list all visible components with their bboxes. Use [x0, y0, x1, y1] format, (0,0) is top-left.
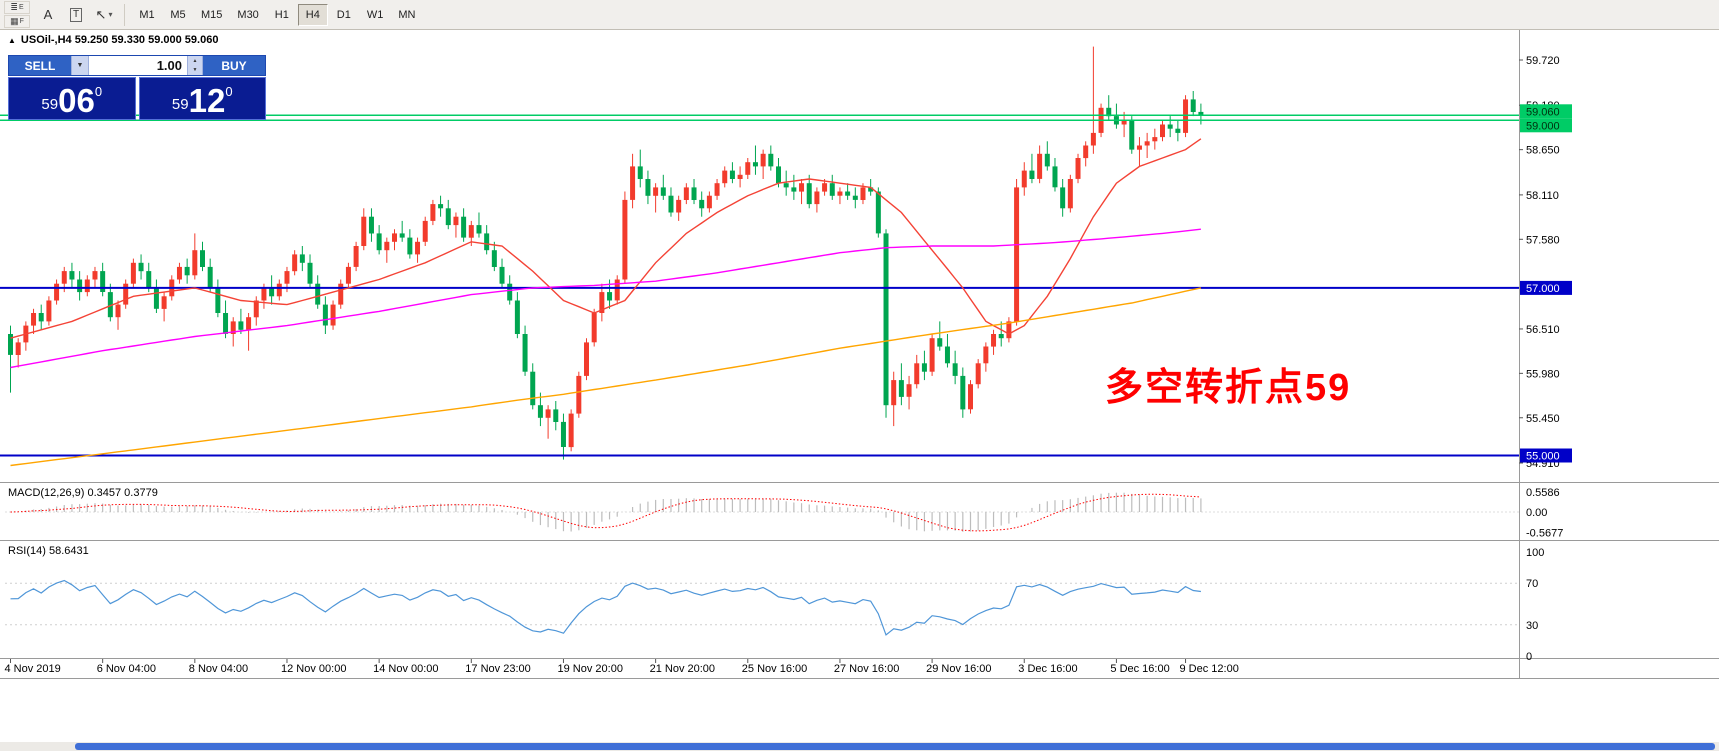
svg-text:59.000: 59.000	[1526, 120, 1560, 132]
svg-text:57.580: 57.580	[1526, 234, 1560, 246]
textbox-tool-button[interactable]: T	[63, 3, 89, 27]
chevron-down-icon: ▾	[108, 10, 113, 19]
chart-annotation: 多空转折点59	[1105, 367, 1352, 409]
timeframe-button-W1[interactable]: W1	[360, 4, 391, 26]
svg-text:55.980: 55.980	[1526, 368, 1560, 380]
timeframe-button-M1[interactable]: M1	[132, 4, 162, 26]
symbol-ohlc-text: USOil-,H4 59.250 59.330 59.000 59.060	[20, 34, 219, 46]
svg-text:25 Nov 16:00: 25 Nov 16:00	[742, 663, 807, 675]
volume-spinner-up[interactable]: ▲	[188, 56, 202, 66]
price-display-row: 59 06 0 59 12 0	[8, 77, 266, 120]
svg-text:58.650: 58.650	[1526, 145, 1560, 157]
timeframe-group: M1 M5 M15 M30 H1 H4 D1 W1 MN	[132, 3, 422, 26]
toolbar-stacked-tools: ≣ E ▦ F	[4, 1, 30, 28]
svg-text:27 Nov 16:00: 27 Nov 16:00	[834, 663, 899, 675]
svg-text:6 Nov 04:00: 6 Nov 04:00	[97, 663, 156, 675]
line-studies-button[interactable]: ▦ F	[4, 15, 30, 28]
arrow-tool-icon: ↖	[95, 6, 107, 22]
price-axis: 59.72059.18058.65058.11057.58056.51055.9…	[1519, 55, 1572, 470]
time-axis: 4 Nov 2019 6 Nov 04:00 8 Nov 04:00 12 Nov 0…	[5, 659, 1239, 675]
macd-panel: 0.5586 0.00 -0.5677	[5, 487, 1563, 539]
svg-text:8 Nov 04:00: 8 Nov 04:00	[189, 663, 248, 675]
svg-text:55.000: 55.000	[1526, 451, 1560, 463]
svg-text:17 Nov 23:00: 17 Nov 23:00	[465, 663, 530, 675]
svg-text:30: 30	[1526, 620, 1538, 632]
chevron-up-icon: ▲	[192, 57, 198, 64]
timeframe-button-H4[interactable]: H4	[297, 3, 328, 26]
svg-text:58.110: 58.110	[1526, 190, 1559, 202]
macd-label: MACD(12,26,9) 0.3457 0.3779	[8, 487, 158, 499]
svg-text:5 Dec 16:00: 5 Dec 16:00	[1110, 663, 1169, 675]
svg-text:70: 70	[1526, 578, 1538, 590]
volume-input[interactable]	[89, 56, 187, 75]
ma-line-mid-magenta	[10, 228, 1201, 369]
ma-line-slow-orange	[10, 287, 1202, 467]
candles-group	[8, 46, 1204, 460]
quote-header: ▲ USOil-,H4 59.250 59.330 59.000 59.060	[8, 34, 218, 46]
ma-line-fast-red	[10, 138, 1202, 339]
svg-text:12 Nov 00:00: 12 Nov 00:00	[281, 663, 346, 675]
rsi-label: RSI(14) 58.6431	[8, 545, 89, 557]
volume-dropdown-button[interactable]: ▼	[71, 56, 89, 75]
main-toolbar: ≣ E ▦ F A T ↖ ▾ M1 M5 M15 M30 H1 H4 D1 W1 MN	[0, 0, 1719, 30]
collapse-panel-icon[interactable]: ▲	[8, 35, 16, 45]
rsi-panel: 100 70 30 0	[5, 547, 1544, 663]
chevron-down-icon: ▼	[192, 67, 198, 74]
expert-list-button[interactable]: ≣ E	[4, 1, 30, 14]
panel-borders	[0, 30, 1719, 679]
line-studies-icon: ▦	[10, 16, 19, 26]
svg-text:0.5586: 0.5586	[1526, 487, 1560, 499]
svg-text:29 Nov 16:00: 29 Nov 16:00	[926, 663, 991, 675]
svg-text:100: 100	[1526, 547, 1544, 559]
arrow-tool-button[interactable]: ↖ ▾	[91, 3, 117, 27]
svg-text:21 Nov 20:00: 21 Nov 20:00	[650, 663, 715, 675]
volume-spinner-down[interactable]: ▼	[188, 65, 202, 75]
svg-text:55.450: 55.450	[1526, 413, 1560, 425]
timeframe-button-H1[interactable]: H1	[267, 4, 297, 26]
toolbar-separator	[124, 3, 125, 26]
svg-text:56.510: 56.510	[1526, 324, 1560, 336]
text-tool-button[interactable]: A	[35, 3, 61, 27]
timeframe-button-D1[interactable]: D1	[329, 4, 359, 26]
text-tool-icon: A	[43, 7, 53, 22]
buy-button[interactable]: BUY	[203, 56, 265, 75]
timeframe-button-M30[interactable]: M30	[230, 4, 265, 26]
svg-text:4 Nov 2019: 4 Nov 2019	[5, 663, 61, 675]
sell-button[interactable]: SELL	[9, 56, 71, 75]
timeframe-button-MN[interactable]: MN	[391, 4, 422, 26]
svg-text:0: 0	[1526, 651, 1532, 663]
scrollbar-thumb[interactable]	[75, 743, 1715, 750]
chevron-down-icon: ▼	[76, 62, 84, 69]
order-controls-row: SELL ▼ ▲ ▼ BUY	[8, 55, 266, 76]
horizontal-scrollbar[interactable]	[0, 742, 1719, 751]
ask-price-display[interactable]: 59 12 0	[138, 77, 266, 120]
svg-text:9 Dec 12:00: 9 Dec 12:00	[1180, 663, 1239, 675]
timeframe-button-M15[interactable]: M15	[194, 4, 229, 26]
timeframe-button-M5[interactable]: M5	[163, 4, 193, 26]
svg-text:19 Nov 20:00: 19 Nov 20:00	[558, 663, 623, 675]
svg-text:3 Dec 16:00: 3 Dec 16:00	[1018, 663, 1077, 675]
svg-text:-0.5677: -0.5677	[1526, 527, 1563, 539]
svg-text:14 Nov 00:00: 14 Nov 00:00	[373, 663, 438, 675]
svg-text:59.060: 59.060	[1526, 106, 1560, 118]
bid-price-display[interactable]: 59 06 0	[8, 77, 136, 120]
expert-list-icon: ≣	[10, 2, 18, 12]
svg-text:57.000: 57.000	[1526, 283, 1560, 295]
volume-spinner: ▲ ▼	[187, 56, 203, 75]
svg-text:59.720: 59.720	[1526, 55, 1560, 67]
textbox-tool-icon: T	[69, 7, 83, 22]
svg-text:0.00: 0.00	[1526, 507, 1547, 519]
